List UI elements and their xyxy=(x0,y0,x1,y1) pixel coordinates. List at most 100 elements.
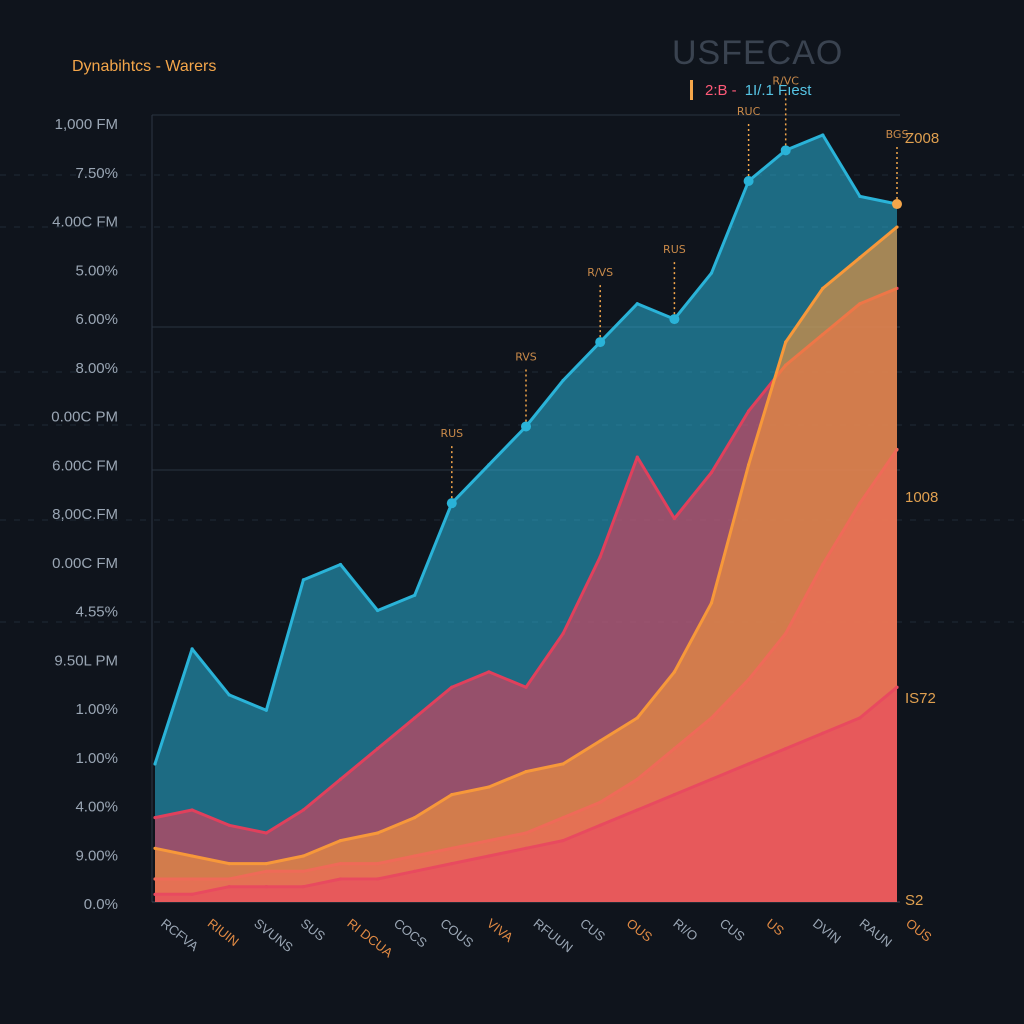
right-axis-label: IS72 xyxy=(905,690,936,707)
series-1-point xyxy=(376,747,380,751)
series-2-point xyxy=(895,225,899,229)
series-4-point xyxy=(487,854,491,858)
series-2-point xyxy=(450,793,454,797)
series-4-point xyxy=(338,877,343,881)
y-tick-label: 4.00C FM xyxy=(52,214,118,231)
annotation-label: R/VC xyxy=(772,74,799,87)
y-tick-label: 0.0% xyxy=(84,896,118,913)
series-0-point xyxy=(153,762,157,766)
series-3-point xyxy=(190,877,194,881)
right-axis-label: S2 xyxy=(905,892,923,909)
series-3-point xyxy=(487,839,491,843)
series-2-point xyxy=(338,839,343,843)
y-tick-label: 1.00% xyxy=(75,750,118,767)
annotation-marker xyxy=(743,176,754,187)
series-2-point xyxy=(598,739,602,743)
y-tick-label: 9.50L PM xyxy=(54,652,118,669)
series-2-point xyxy=(153,846,157,850)
x-tick-label: RFUUN xyxy=(531,916,576,956)
series-2-point xyxy=(747,463,751,467)
series-2-point xyxy=(672,670,677,674)
series-1-point xyxy=(635,455,639,459)
x-tick-label: RCFVA xyxy=(158,916,201,955)
right-axis-labels: Z008 1008 IS72 S2 xyxy=(905,130,939,909)
annotation-marker xyxy=(595,337,606,348)
series-4-point xyxy=(227,885,231,889)
y-tick-label: 8,00C.FM xyxy=(52,506,118,523)
series-4-point xyxy=(858,716,862,720)
series-0-point xyxy=(487,463,491,467)
series-3-point xyxy=(153,877,157,881)
series-2-point xyxy=(301,854,305,858)
series-2-point xyxy=(524,770,528,774)
x-tick-label: COCS xyxy=(391,916,430,951)
series-1-point xyxy=(747,409,751,413)
series-0-point xyxy=(301,578,305,582)
series-1-point xyxy=(524,685,528,689)
y-axis-ticks: 1,000 FM 7.50% 4.00C FM 5.00% 6.00% 8.00% 0.00… xyxy=(51,116,118,913)
series-3-point xyxy=(561,816,565,820)
series-2-point xyxy=(784,340,788,344)
series-4-point xyxy=(895,685,899,689)
y-tick-label: 1.00% xyxy=(75,701,118,718)
y-tick-label: 5.00% xyxy=(75,262,118,279)
series-3-point xyxy=(858,501,862,505)
legend-entry-a: 2:B - xyxy=(705,81,737,99)
series-2-point xyxy=(487,785,491,789)
series-3-point xyxy=(524,831,528,835)
x-tick-label: DVIN xyxy=(810,916,844,947)
y-tick-label: 7.50% xyxy=(75,165,118,182)
chart-title: Dynabihtcs - Warers xyxy=(72,58,217,75)
series-2-point xyxy=(264,862,268,866)
series-4-point xyxy=(709,777,714,781)
series-0-point xyxy=(264,708,268,712)
series-0-point xyxy=(561,378,565,383)
series-1-point xyxy=(227,823,231,827)
x-tick-label: VIVA xyxy=(484,916,516,946)
right-axis-label: Z008 xyxy=(905,130,939,147)
chart-legend: 2:B - 1I/.1 Fıest xyxy=(690,80,811,100)
y-tick-label: 0.00C PM xyxy=(51,409,118,426)
series-area-4 xyxy=(155,687,897,902)
series-3-point xyxy=(301,869,305,873)
legend-entry-b: 1I/.1 Fıest xyxy=(744,81,812,99)
right-axis-label: 1008 xyxy=(905,489,938,506)
series-0-point xyxy=(413,593,417,597)
annotation-marker xyxy=(892,199,902,210)
series-1-point xyxy=(153,816,157,820)
series-1-point xyxy=(561,631,565,636)
annotation-label: RVS xyxy=(515,350,537,363)
series-1-point xyxy=(190,808,194,812)
series-2-point xyxy=(376,831,380,835)
annotation-label: RUS xyxy=(440,427,463,440)
x-tick-label: CUS xyxy=(717,916,748,945)
series-1-point xyxy=(487,670,491,674)
series-2-point xyxy=(821,286,825,290)
series-2-point xyxy=(709,601,714,605)
series-4-point xyxy=(784,747,788,751)
annotation-label: RUS xyxy=(663,243,686,256)
x-tick-label: SVUNS xyxy=(251,916,296,956)
annotation-group: RUS RVS R/VS RUS RUC R/VC BGS xyxy=(440,74,908,509)
series-1-point xyxy=(598,555,602,559)
series-1-point xyxy=(450,685,454,689)
series-4-point xyxy=(524,846,528,850)
series-4-point xyxy=(747,762,751,766)
series-1-point xyxy=(672,516,677,521)
annotation-marker xyxy=(669,314,680,325)
series-0-point xyxy=(858,194,862,198)
series-3-point xyxy=(821,562,825,567)
series-4-point xyxy=(413,869,417,873)
series-3-point xyxy=(264,869,268,873)
series-0-point xyxy=(821,133,825,137)
series-3-point xyxy=(709,716,714,720)
series-3-point xyxy=(895,447,899,452)
x-tick-label: COUS xyxy=(438,916,477,951)
series-3-point xyxy=(227,877,231,881)
series-4-point xyxy=(301,885,305,889)
series-2-point xyxy=(635,716,639,720)
series-4-point xyxy=(821,731,825,735)
x-tick-label: RI DCUA xyxy=(344,916,396,961)
